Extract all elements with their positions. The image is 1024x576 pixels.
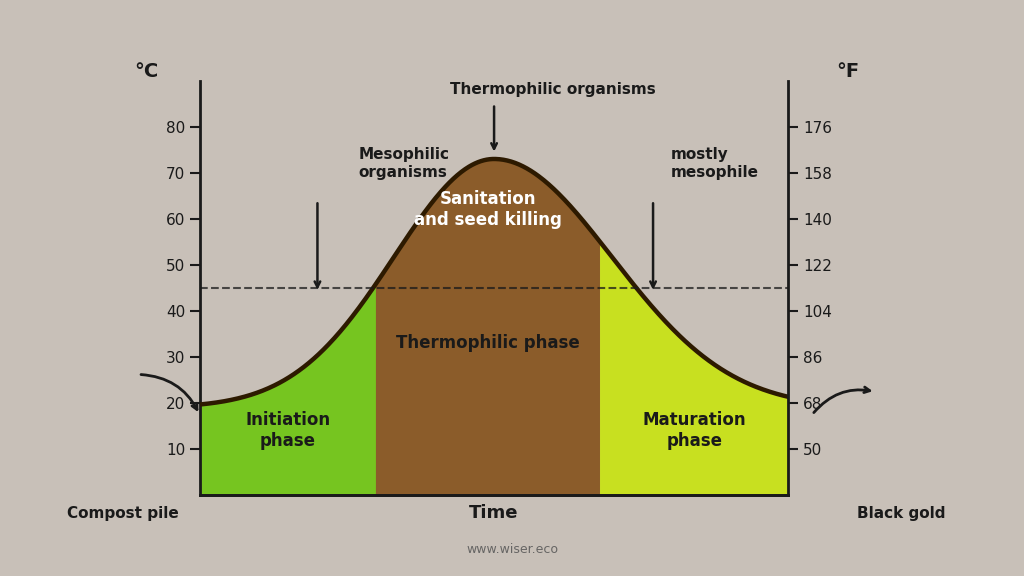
X-axis label: Time: Time [469, 503, 519, 522]
Text: Black gold: Black gold [857, 506, 945, 521]
Text: Sanitation
and seed killing: Sanitation and seed killing [415, 190, 562, 229]
Polygon shape [200, 285, 376, 495]
Text: Mesophilic
organisms: Mesophilic organisms [358, 147, 450, 180]
Polygon shape [377, 159, 600, 495]
Text: mostly
mesophile: mostly mesophile [671, 147, 759, 180]
Text: www.wiser.eco: www.wiser.eco [466, 543, 558, 556]
Text: Initiation
phase: Initiation phase [246, 411, 331, 450]
Text: Compost pile: Compost pile [67, 506, 179, 521]
Text: Maturation
phase: Maturation phase [642, 411, 746, 450]
Text: Thermophilic phase: Thermophilic phase [396, 334, 580, 353]
Text: °C: °C [134, 62, 159, 81]
Text: Thermophilic organisms: Thermophilic organisms [451, 82, 655, 97]
Text: °F: °F [836, 62, 859, 81]
Polygon shape [601, 242, 788, 495]
